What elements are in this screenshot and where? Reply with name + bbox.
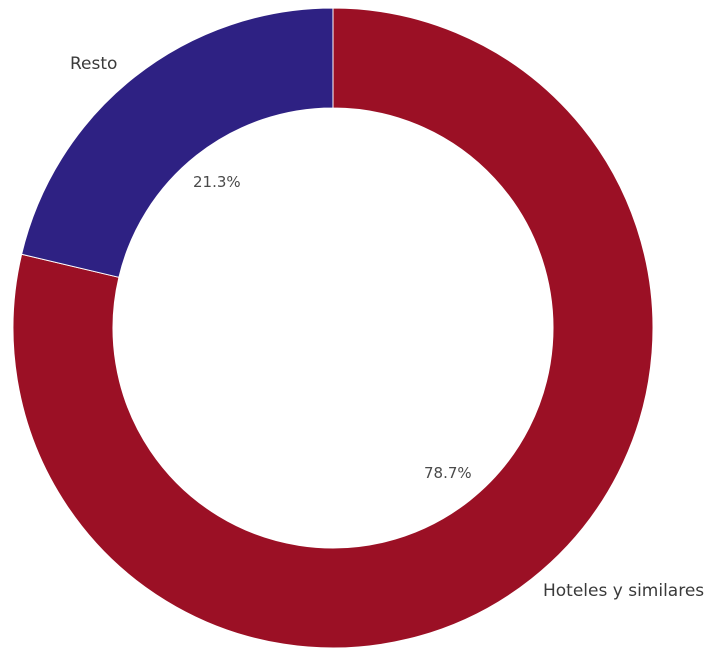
donut-slice-resto — [21, 7, 334, 278]
slice-value-hoteles: 78.7% — [424, 464, 472, 482]
donut-slices — [12, 7, 654, 649]
slice-label-hoteles: Hoteles y similares — [543, 581, 704, 601]
donut-labels: Hoteles y similares Resto 78.7% 21.3% — [70, 54, 704, 601]
slice-label-resto: Resto — [70, 54, 117, 74]
slice-value-resto: 21.3% — [193, 173, 241, 191]
donut-slice-hoteles-y-similares — [12, 7, 654, 649]
